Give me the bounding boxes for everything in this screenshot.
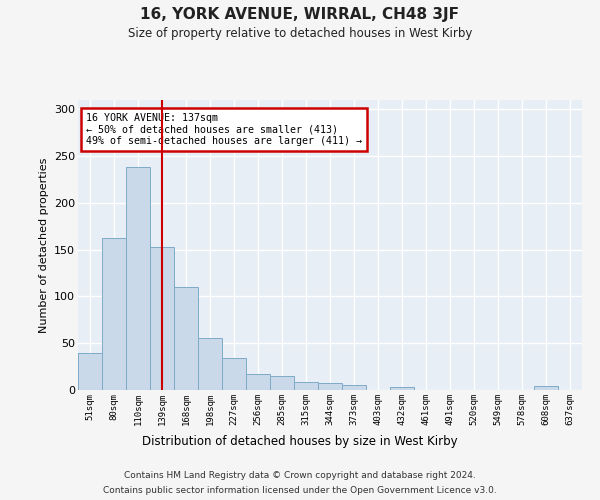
Text: Contains HM Land Registry data © Crown copyright and database right 2024.: Contains HM Land Registry data © Crown c… — [124, 471, 476, 480]
Bar — [246, 374, 270, 390]
Bar — [102, 238, 126, 390]
Text: 16 YORK AVENUE: 137sqm
← 50% of detached houses are smaller (413)
49% of semi-de: 16 YORK AVENUE: 137sqm ← 50% of detached… — [86, 113, 362, 146]
Bar — [198, 338, 222, 390]
Y-axis label: Number of detached properties: Number of detached properties — [38, 158, 49, 332]
Text: 16, YORK AVENUE, WIRRAL, CH48 3JF: 16, YORK AVENUE, WIRRAL, CH48 3JF — [140, 8, 460, 22]
Bar — [222, 358, 246, 390]
Bar — [294, 382, 318, 390]
Bar — [342, 386, 366, 390]
Bar — [150, 247, 174, 390]
Bar — [126, 168, 150, 390]
Text: Distribution of detached houses by size in West Kirby: Distribution of detached houses by size … — [142, 435, 458, 448]
Bar — [78, 352, 102, 390]
Text: Contains public sector information licensed under the Open Government Licence v3: Contains public sector information licen… — [103, 486, 497, 495]
Text: Size of property relative to detached houses in West Kirby: Size of property relative to detached ho… — [128, 28, 472, 40]
Bar — [174, 287, 198, 390]
Bar — [270, 376, 294, 390]
Bar — [534, 386, 558, 390]
Bar — [390, 387, 414, 390]
Bar — [318, 384, 342, 390]
